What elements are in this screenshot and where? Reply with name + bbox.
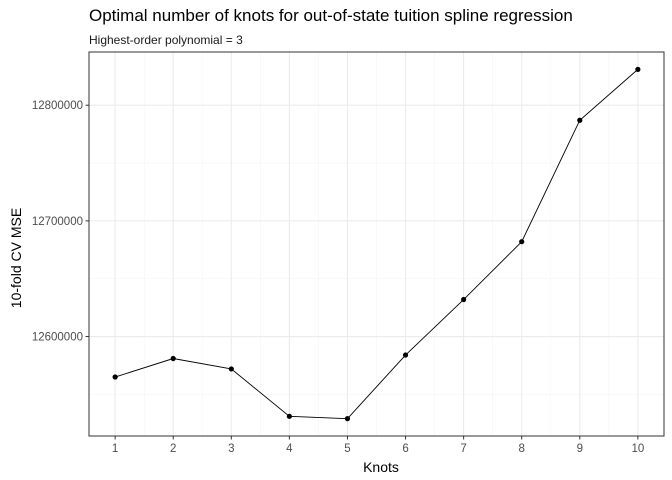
data-point [344,416,351,422]
grid-lines [89,52,664,436]
data-point [228,366,234,372]
x-tick-label: 10 [631,443,644,455]
data-series [112,66,641,422]
x-tick-label: 4 [286,443,293,455]
data-point [170,355,176,362]
data-point [461,296,467,303]
y-axis-title: 10-fold CV MSE [8,208,24,308]
series-line [115,69,639,420]
chart-subtitle: Highest-order polynomial = 3 [89,33,243,47]
x-axis-title: Knots [363,459,399,475]
x-tick-label: 9 [577,443,583,455]
data-point [402,352,409,358]
chart-title: Optimal number of knots for out-of-state… [89,6,573,25]
data-point [635,66,641,72]
x-tick-label: 3 [228,443,234,455]
x-tick-label: 1 [112,443,118,455]
y-axis: 12600000 12700000 12800000 [32,100,89,344]
y-tick-label: 12600000 [32,332,83,344]
x-tick-label: 8 [518,443,524,455]
x-tick-label: 7 [460,443,466,455]
y-tick-label: 12700000 [32,216,83,228]
x-axis: 1 2 3 4 5 6 7 8 9 10 [112,436,644,455]
data-point [577,117,583,123]
x-tick-label: 2 [170,443,176,455]
data-point [519,239,525,245]
data-point [112,374,118,380]
data-point [286,413,292,419]
x-tick-label: 5 [344,443,350,455]
y-tick-label: 12800000 [32,100,83,112]
panel-border [88,51,665,437]
x-tick-label: 6 [402,443,408,455]
